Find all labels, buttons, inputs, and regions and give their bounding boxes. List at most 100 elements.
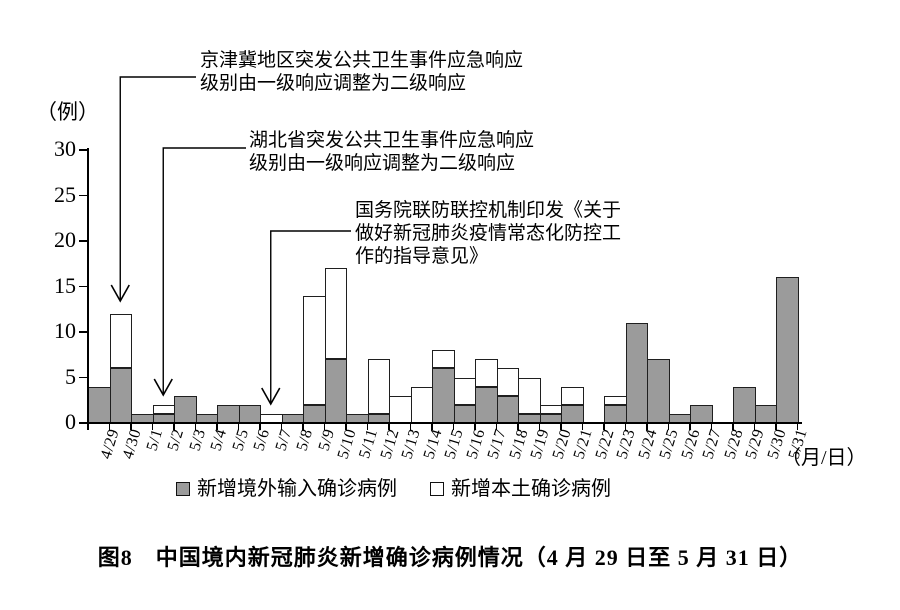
bar-imported-5/31	[776, 277, 799, 423]
x-axis-tick	[151, 423, 154, 430]
x-axis-tick	[495, 423, 498, 430]
x-axis-tick	[732, 423, 734, 430]
y-tick-label-30: 30	[54, 136, 76, 161]
leader-line-4/30	[119, 76, 196, 301]
x-tick-label-5/4: 5/4	[207, 427, 231, 453]
bar-local-5/10	[324, 268, 348, 360]
x-axis-tick	[796, 423, 799, 430]
y-axis-line	[87, 148, 89, 424]
x-axis-tick	[366, 423, 369, 430]
annotation-line: 作的指导意见》	[355, 246, 489, 267]
x-axis-tick	[581, 423, 584, 430]
legend-label-imported: 新增境外输入确诊病例	[197, 478, 397, 500]
bar-imported-5/29	[733, 386, 756, 423]
bar-imported-5/25	[647, 359, 670, 423]
x-axis-tick	[646, 423, 648, 430]
x-axis-tick	[345, 423, 347, 430]
x-axis-tick	[173, 423, 175, 430]
bar-imported-4/30	[109, 368, 133, 423]
x-axis-tick	[517, 423, 519, 430]
bar-imported-5/30	[754, 404, 778, 423]
bar-imported-5/9	[303, 404, 326, 423]
y-tick-label-15: 15	[54, 272, 76, 298]
x-axis-unit-label: （月/日）	[781, 447, 867, 469]
x-axis-tick	[216, 423, 218, 430]
bar-local-5/12	[367, 359, 391, 414]
bar-local-5/13	[389, 395, 412, 423]
x-axis-tick	[237, 423, 240, 430]
y-tick-label-10: 10	[54, 318, 76, 343]
annotation-line: 京津冀地区突发公共卫生事件应急响应	[200, 50, 524, 71]
arrowhead-5/7	[261, 387, 281, 406]
x-axis-tick	[323, 423, 326, 430]
bar-imported-5/5	[217, 404, 240, 423]
x-axis-tick	[474, 423, 476, 430]
bar-imported-5/10	[324, 359, 348, 423]
x-axis-tick	[431, 423, 433, 430]
y-tick-label-20: 20	[54, 227, 76, 252]
x-axis-tick	[87, 423, 89, 430]
arrowhead-4/30	[110, 284, 130, 303]
bar-imported-5/3	[174, 395, 197, 423]
bar-imported-5/15	[432, 368, 455, 423]
x-axis-line	[80, 421, 802, 424]
bar-local-5/15	[432, 350, 455, 369]
legend-item-local: 新增本土确诊病例	[430, 479, 611, 499]
x-tick-label-5/1: 5/1	[143, 427, 167, 453]
x-axis-tick	[388, 423, 390, 430]
x-axis-tick	[302, 423, 304, 430]
x-tick-label-5/2: 5/2	[164, 427, 188, 453]
legend-item-imported: 新增境外输入确诊病例	[176, 479, 397, 499]
x-axis-tick	[753, 423, 756, 430]
x-axis-tick	[667, 423, 670, 430]
annotation-hubei-response-downgrade: 湖北省突发公共卫生事件应急响应 级别由一级响应调整为二级响应	[249, 129, 534, 175]
x-tick-label-5/7: 5/7	[272, 427, 296, 453]
x-tick-label-5/6: 5/6	[250, 427, 274, 453]
y-axis-tick	[79, 285, 87, 288]
bar-imported-5/27	[690, 404, 713, 423]
bar-imported-5/17	[475, 386, 498, 423]
bar-local-5/21	[561, 386, 584, 405]
arrowhead-5/2	[153, 378, 173, 397]
x-axis-tick	[624, 423, 627, 430]
x-axis-tick	[710, 423, 713, 430]
bar-local-5/19	[518, 377, 541, 414]
bar-local-5/9	[303, 295, 326, 405]
bar-local-5/2	[152, 404, 176, 414]
legend-swatch-imported	[176, 482, 190, 496]
annotation-line: 湖北省突发公共卫生事件应急响应	[249, 130, 535, 151]
bar-imported-5/6	[238, 404, 262, 423]
bar-local-5/20	[539, 404, 563, 414]
bar-local-5/16	[453, 377, 477, 405]
y-axis-tick	[79, 194, 87, 197]
x-axis-tick	[775, 423, 777, 430]
bar-local-5/17	[475, 359, 498, 387]
bar-imported-5/16	[453, 404, 477, 423]
x-tick-label-5/3: 5/3	[186, 427, 210, 453]
y-axis-unit-label: （例）	[36, 100, 99, 124]
annotation-state-council-guidance: 国务院联防联控机制印发《关于 做好新冠肺炎疫情常态化防控工 作的指导意见》	[355, 199, 621, 268]
x-axis-tick	[560, 423, 562, 430]
bar-local-5/23	[604, 395, 627, 405]
x-tick-label-5/8: 5/8	[293, 427, 317, 453]
bar-imported-5/18	[496, 395, 520, 423]
y-tick-label-25: 25	[54, 181, 76, 207]
x-axis-tick	[108, 423, 111, 430]
x-axis-tick	[538, 423, 541, 430]
y-axis-tick	[79, 376, 87, 379]
x-axis-tick	[130, 423, 132, 430]
bar-imported-4/29	[88, 386, 111, 423]
legend-swatch-local	[430, 482, 444, 496]
bar-local-5/14	[410, 386, 434, 423]
y-axis-tick	[79, 240, 87, 242]
y-tick-label-5: 5	[65, 363, 76, 389]
x-tick-label-5/5: 5/5	[229, 427, 253, 453]
bar-local-5/18	[496, 368, 520, 396]
leader-line-5/2	[162, 147, 246, 395]
x-axis-tick	[194, 423, 197, 430]
bar-imported-5/21	[561, 404, 584, 423]
y-axis-tick	[79, 149, 87, 151]
y-axis-tick	[79, 331, 87, 333]
x-axis-tick	[259, 423, 261, 430]
